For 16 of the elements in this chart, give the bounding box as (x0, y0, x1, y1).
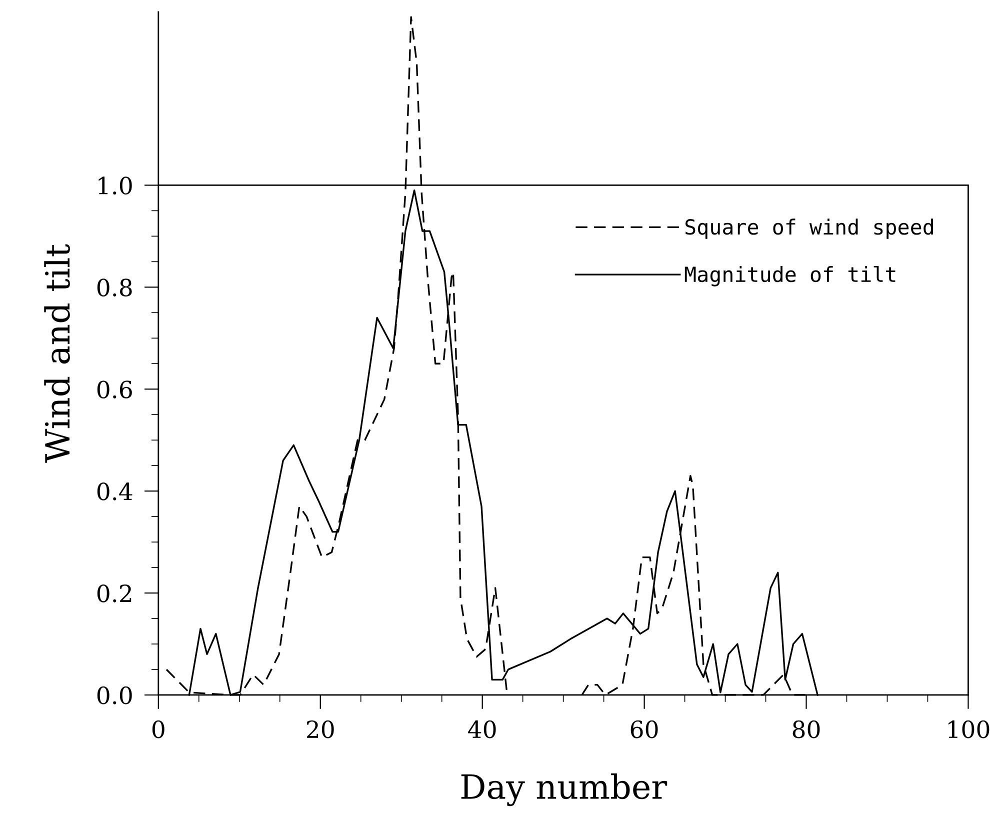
x-tick-label: 80 (792, 720, 820, 738)
legend-label: Square of wind speed (685, 218, 933, 239)
y-tick-label: 0.4 (97, 482, 132, 500)
x-axis-title: Day number (461, 773, 668, 806)
y-tick-label: 0.6 (97, 380, 132, 398)
x-tick-label: 60 (630, 720, 658, 738)
x-tick-label: 0 (152, 720, 164, 738)
y-tick-label: 0.0 (97, 686, 132, 704)
x-tick-label: 20 (306, 720, 334, 738)
y-tick-label: 0.2 (97, 584, 132, 602)
y-axis-title: Wind and tilt (44, 244, 70, 463)
legend-label: Magnitude of tilt (684, 266, 896, 286)
y-tick-label: 1.0 (98, 176, 132, 195)
y-tick-label: 0.8 (97, 278, 132, 296)
x-tick-label: 100 (948, 720, 990, 738)
x-tick-label: 40 (468, 720, 496, 738)
